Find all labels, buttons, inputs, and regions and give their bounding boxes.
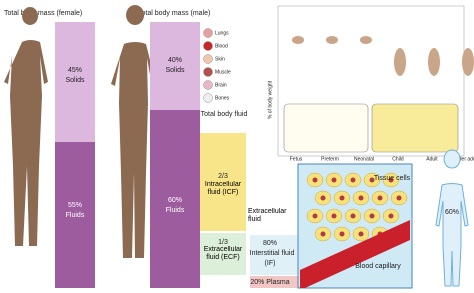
extracellular-fluid: Extracellular fluid [248, 208, 287, 223]
ecf-label: Extracellular fluid (ECF) [203, 246, 243, 261]
tissue-cells-label: Tissue cells [374, 175, 411, 182]
ecf-fraction: 1/3 [218, 239, 228, 246]
age-group: Older adult [454, 156, 474, 162]
cell-nucleus [312, 177, 318, 183]
age-figure [326, 36, 338, 44]
organ-icon [203, 80, 213, 90]
organ-icon [203, 28, 213, 38]
female-silhouette [4, 7, 48, 246]
organ-icon [203, 67, 213, 77]
cell-nucleus [377, 195, 383, 201]
female-solids-pct: 45% [68, 67, 82, 74]
organ-label: Brain [215, 82, 227, 88]
female-heading: Total body mass (female) [4, 10, 82, 17]
male-silhouette [111, 5, 156, 259]
icf-fraction: 2/3 [218, 173, 228, 180]
ecf-box [200, 233, 246, 275]
icf-label-box: Intracellular fluid (ICF) [204, 181, 242, 196]
age-chart-frame [277, 5, 465, 157]
cell-nucleus [331, 213, 337, 219]
female-fluids-label: Fluids [66, 212, 85, 219]
organ-label: Muscle [215, 69, 231, 75]
cell-nucleus [369, 213, 375, 219]
icf-label: Intracellular fluid (ICF) [204, 181, 242, 196]
icf-box [200, 133, 246, 231]
age-figure [394, 48, 406, 76]
female-solids-bar [55, 22, 95, 142]
if-label: Interstitial fluid [250, 250, 295, 257]
female-fluids-pct: 55% [68, 202, 82, 209]
total-body-fluid: Total body fluid [201, 111, 248, 118]
cell-nucleus [350, 213, 356, 219]
age-figure [428, 48, 440, 76]
cell-nucleus [396, 195, 402, 201]
organ-label: Skin [215, 56, 225, 62]
cell-nucleus [358, 195, 364, 201]
cell-nucleus [320, 195, 326, 201]
cell-nucleus [369, 177, 375, 183]
if-box [250, 235, 305, 275]
male-solids-pct: 40% [168, 57, 182, 64]
cell-nucleus [350, 177, 356, 183]
male-fluids-bar [150, 110, 200, 288]
cell-nucleus [339, 195, 345, 201]
age-group: Child [392, 156, 404, 162]
body-water: 60% [445, 209, 459, 216]
female-fluids-bar [55, 142, 95, 288]
body-outline [435, 149, 469, 287]
age-group: Neonatal [354, 156, 374, 162]
male-fluids-pct: 60% [168, 197, 182, 204]
organ-icon [203, 54, 213, 64]
age-group: Adult [426, 156, 438, 162]
organ-icon [203, 93, 213, 103]
cell-nucleus [388, 213, 394, 219]
age-chart-adult-region [371, 103, 459, 153]
age-figure [462, 48, 474, 76]
capillary-label: Blood capillary [355, 263, 401, 270]
organ-icon [203, 41, 213, 51]
ecf-label-box: Extracellular fluid (ECF) [203, 246, 243, 261]
age-figure [360, 36, 372, 44]
cell-nucleus [331, 177, 337, 183]
cell-nucleus [358, 231, 364, 237]
female-solids-label: Solids [65, 77, 85, 84]
age-group: Fetus [290, 156, 303, 162]
age-figure [292, 36, 304, 44]
cell-nucleus [320, 231, 326, 237]
if-percent: 80% [263, 240, 277, 247]
age-chart-icf-region [283, 103, 369, 153]
capillary [300, 220, 410, 288]
plasma: 20% Plasma [250, 279, 289, 286]
male-solids-bar [150, 22, 200, 110]
male-solids-label: Solids [165, 67, 185, 74]
cell-nucleus [339, 231, 345, 237]
male-fluids-label: Fluids [166, 207, 185, 214]
cell-nucleus [388, 177, 394, 183]
plasma-box [250, 276, 305, 288]
extracellular-label-box: Extracellular fluid [248, 208, 287, 223]
organ-label: Blood [215, 43, 228, 49]
age-group: Preterm [321, 156, 339, 162]
if-abbr: (IF) [265, 260, 276, 267]
organ-label: Bones [215, 95, 230, 101]
cell-nucleus [312, 213, 318, 219]
age-chart-y-label: % of body weight [267, 80, 273, 119]
organ-label: Lungs [215, 30, 229, 36]
male-heading: Total body mass (male) [138, 10, 210, 17]
